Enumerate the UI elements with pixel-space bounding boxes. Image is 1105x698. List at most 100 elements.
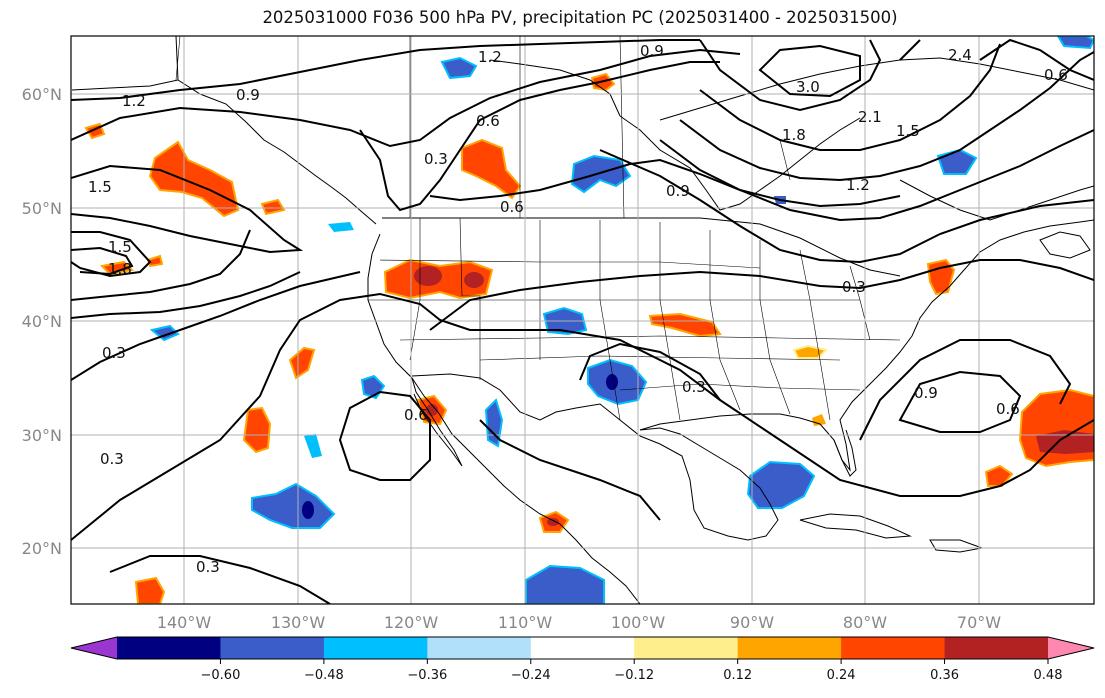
lat-label: 30°N bbox=[22, 426, 62, 445]
contour-label: 0.6 bbox=[996, 400, 1020, 418]
lat-label: 50°N bbox=[22, 199, 62, 218]
colorbar-tick-label: −0.60 bbox=[201, 668, 241, 683]
lon-label: 100°W bbox=[611, 613, 666, 632]
contour-label: 1.2 bbox=[478, 48, 502, 66]
colorbar-tick-label: −0.48 bbox=[304, 668, 344, 683]
precip-field bbox=[648, 312, 722, 338]
precip-field bbox=[570, 154, 632, 194]
map-frame bbox=[70, 35, 1095, 605]
contour-label: 0.9 bbox=[666, 182, 690, 200]
colorbar-segment bbox=[427, 637, 532, 659]
canada-us-border bbox=[382, 217, 901, 277]
colorbar-extend-right bbox=[1048, 637, 1094, 659]
contour-label: 0.3 bbox=[842, 278, 866, 296]
contour-label: 2.4 bbox=[948, 46, 972, 64]
precip-field bbox=[260, 198, 286, 216]
contour-label: 0.6 bbox=[500, 198, 524, 216]
contour-label: 2.1 bbox=[858, 108, 882, 126]
colorbar-segment bbox=[841, 637, 946, 659]
contour-label: 0.3 bbox=[102, 344, 126, 362]
contour-label: 0.3 bbox=[424, 150, 448, 168]
precip-field bbox=[606, 374, 618, 390]
alaska-coast bbox=[177, 79, 377, 225]
precip-field bbox=[440, 56, 478, 80]
pv-contours bbox=[71, 38, 1094, 604]
contour-label: 0.9 bbox=[236, 86, 260, 104]
contour-label: 0.9 bbox=[914, 384, 938, 402]
gulf-us-coast bbox=[639, 219, 1094, 472]
pv-contour-labels: 1.2 0.9 1.2 0.9 0.6 3.0 2.4 0.6 2.1 1.5 … bbox=[88, 42, 1068, 576]
colorbar-tick-label: 0.36 bbox=[930, 668, 959, 683]
colorbar-tick-label: 0.48 bbox=[1034, 668, 1063, 683]
latitude-labels: 60°N 50°N 40°N 30°N 20°N bbox=[22, 85, 62, 558]
precip-field bbox=[525, 564, 605, 604]
cuba bbox=[799, 513, 912, 539]
precip-field bbox=[746, 460, 816, 509]
contour-label: 3.0 bbox=[796, 78, 820, 96]
colorbar-segment bbox=[323, 637, 428, 659]
colorbar-tick-label: 0.12 bbox=[723, 668, 752, 683]
contour-label: 1.2 bbox=[846, 176, 870, 194]
precip-field bbox=[328, 222, 354, 232]
lon-label: 140°W bbox=[157, 613, 212, 632]
coastlines-borders bbox=[71, 36, 1094, 604]
lat-label: 20°N bbox=[22, 539, 62, 558]
precip-field bbox=[302, 501, 314, 519]
precip-field bbox=[134, 576, 166, 604]
lat-label: 60°N bbox=[22, 85, 62, 104]
contour-label: 1.2 bbox=[122, 92, 146, 110]
precip-field bbox=[547, 518, 559, 526]
canada-arctic bbox=[659, 57, 1094, 121]
map-title: 2025031000 F036 500 hPa PV, precipitatio… bbox=[262, 8, 898, 27]
lon-label: 120°W bbox=[384, 613, 439, 632]
colorbar-tick-label: −0.24 bbox=[511, 668, 551, 683]
lon-label: 80°W bbox=[843, 613, 887, 632]
contour-label: 1.5 bbox=[108, 238, 132, 256]
precip-field bbox=[414, 266, 442, 286]
precip-field bbox=[288, 346, 316, 380]
colorbar-segment bbox=[634, 637, 739, 659]
map-area: 1.2 0.9 1.2 0.9 0.6 3.0 2.4 0.6 2.1 1.5 … bbox=[71, 36, 1094, 604]
precip-field bbox=[99, 260, 135, 276]
graticule bbox=[71, 36, 1094, 604]
state-borders bbox=[175, 36, 901, 421]
precip-field bbox=[461, 138, 522, 200]
colorbar-segment bbox=[530, 637, 635, 659]
colorbar-tick-label: 0.24 bbox=[827, 668, 856, 683]
colorbar-tick-label: −0.36 bbox=[407, 668, 447, 683]
contour-label: 0.3 bbox=[682, 378, 706, 396]
colorbar-segment bbox=[117, 637, 221, 659]
gulf-coast bbox=[639, 427, 779, 541]
precip-field bbox=[984, 464, 1014, 487]
hudson-bay bbox=[619, 115, 861, 211]
florida bbox=[833, 429, 857, 477]
lon-label: 70°W bbox=[957, 613, 1001, 632]
contour-label: 1.8 bbox=[108, 260, 132, 278]
colorbar: −0.60 −0.48 −0.36 −0.24 −0.12 0.12 0.24 0.36 0.4… bbox=[70, 636, 1095, 683]
lon-label: 110°W bbox=[498, 613, 553, 632]
contour-label: 1.5 bbox=[88, 178, 112, 196]
contour-label: 0.3 bbox=[196, 558, 220, 576]
contour-label: 0.6 bbox=[476, 112, 500, 130]
contour-label: 0.3 bbox=[100, 450, 124, 468]
precip-field bbox=[1036, 430, 1094, 454]
precip-field bbox=[242, 406, 272, 454]
contour-label: 0.6 bbox=[1044, 66, 1068, 84]
precip-field bbox=[1056, 36, 1094, 50]
precip-field bbox=[464, 272, 484, 288]
precip-field bbox=[148, 140, 240, 218]
us-mexico-border bbox=[411, 373, 641, 437]
precip-field bbox=[926, 258, 956, 296]
colorbar-segment bbox=[220, 637, 325, 659]
precip-field bbox=[304, 434, 322, 458]
pacific-coast bbox=[367, 233, 641, 604]
lat-label: 40°N bbox=[22, 312, 62, 331]
contour-label: 1.8 bbox=[782, 126, 806, 144]
colorbar-extend-left bbox=[71, 637, 117, 659]
contour-label: 1.5 bbox=[896, 122, 920, 140]
colorbar-tick-label: −0.12 bbox=[614, 668, 654, 683]
longitude-labels: 140°W 130°W 120°W 110°W 100°W 90°W 80°W … bbox=[157, 613, 1001, 632]
contour-label: 0.6 bbox=[404, 406, 428, 424]
lon-label: 90°W bbox=[730, 613, 774, 632]
